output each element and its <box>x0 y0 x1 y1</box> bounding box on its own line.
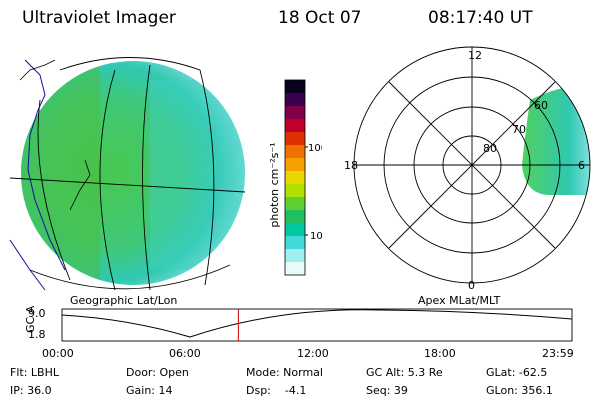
status-mode: Mode: Normal <box>246 366 323 379</box>
colorbar-cell <box>285 80 305 94</box>
mlt-label-0: 0 <box>468 279 475 292</box>
altitude-curve <box>61 309 573 338</box>
timeline-x-tick-1: 06:00 <box>169 347 201 360</box>
status-dsp: Dsp: -4.1 <box>246 384 307 397</box>
time-label: 08:17:40 UT <box>428 8 533 28</box>
colorbar-cell <box>285 171 305 185</box>
mlat-label-60: 60 <box>534 99 548 112</box>
colorbar-cell <box>285 145 305 159</box>
status-gain: Gain: 14 <box>126 384 173 397</box>
colorbar-cell <box>285 210 305 224</box>
colorbar: 100 10 photon cm⁻²s⁻¹ <box>268 79 322 276</box>
orbit-timeline: GC Alt 9.0 1.8 00:00 06:00 12:00 18:00 2… <box>24 305 574 360</box>
timeline-x-tick-4: 23:59 <box>542 347 574 360</box>
timeline-y-tick-low: 1.8 <box>28 328 46 341</box>
colorbar-tick-10: 10 <box>310 231 322 242</box>
mlt-label-18: 18 <box>344 159 358 172</box>
timeline-frame <box>61 308 573 342</box>
instrument-title: Ultraviolet Imager <box>22 8 176 28</box>
status-ip: IP: 36.0 <box>10 384 52 397</box>
mlt-label-12: 12 <box>468 49 482 62</box>
colorbar-cell <box>285 223 305 237</box>
colorbar-cell <box>285 262 305 276</box>
timeline-x-tick-0: 00:00 <box>42 347 74 360</box>
colorbar-tick-100: 100 <box>308 143 322 154</box>
mlat-label-80: 80 <box>483 142 497 155</box>
status-gc-alt: GC Alt: 5.3 Re <box>366 366 443 379</box>
colorbar-cell <box>285 106 305 120</box>
status-seq: Seq: 39 <box>366 384 408 397</box>
colorbar-cell <box>285 197 305 211</box>
coastline <box>9 59 66 291</box>
date-label: 18 Oct 07 <box>278 8 362 28</box>
colorbar-cell <box>285 93 305 107</box>
mlat-label-70: 70 <box>512 123 526 136</box>
colorbar-cell <box>285 158 305 172</box>
right-panel-label: Apex MLat/MLT <box>418 294 501 307</box>
colorbar-cell <box>285 249 305 263</box>
status-glon: GLon: 356.1 <box>486 384 553 397</box>
timeline-x-tick-2: 12:00 <box>297 347 329 360</box>
polar-plot: 12 18 6 0 80 70 60 <box>344 46 591 292</box>
lat-lon-grid <box>9 57 246 291</box>
timeline-x-tick-3: 18:00 <box>424 347 456 360</box>
timeline-y-tick-high: 9.0 <box>28 307 46 320</box>
colorbar-cell <box>285 132 305 146</box>
status-flt: Flt: LBHL <box>10 366 59 379</box>
colorbar-cell <box>285 119 305 133</box>
timeline-y-label: GC Alt <box>24 305 37 333</box>
mlt-label-6: 6 <box>578 159 585 172</box>
status-door: Door: Open <box>126 366 189 379</box>
left-panel-label: Geographic Lat/Lon <box>70 294 178 307</box>
status-glat: GLat: -62.5 <box>486 366 548 379</box>
colorbar-cell <box>285 184 305 198</box>
colorbar-cell <box>285 236 305 250</box>
colorbar-unit-label: photon cm⁻²s⁻¹ <box>268 142 281 227</box>
geographic-image <box>9 57 246 291</box>
